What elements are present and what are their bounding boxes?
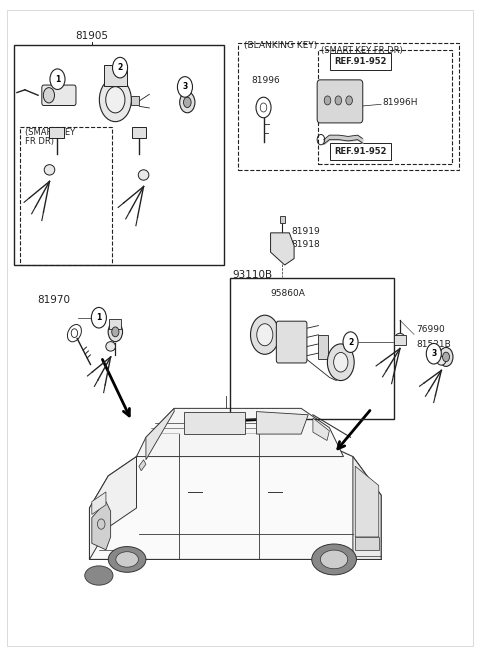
- Bar: [132, 96, 139, 105]
- Text: 81996H: 81996H: [383, 98, 418, 108]
- Circle shape: [439, 348, 453, 367]
- Bar: [229, 278, 394, 419]
- Circle shape: [91, 308, 107, 328]
- Polygon shape: [92, 492, 106, 514]
- Circle shape: [260, 103, 267, 112]
- Polygon shape: [183, 411, 245, 434]
- Text: 2: 2: [118, 63, 123, 72]
- Bar: [318, 50, 452, 164]
- Text: 81919: 81919: [292, 227, 321, 236]
- Bar: [14, 45, 224, 265]
- Polygon shape: [92, 502, 110, 550]
- Text: 3: 3: [182, 83, 188, 91]
- Text: (SMART KEY: (SMART KEY: [24, 128, 75, 137]
- Circle shape: [97, 519, 105, 529]
- Text: 93810N: 93810N: [243, 408, 279, 417]
- Text: (SMART KEY FR DR): (SMART KEY FR DR): [321, 47, 403, 55]
- Ellipse shape: [437, 356, 446, 365]
- Circle shape: [335, 96, 342, 105]
- Circle shape: [426, 344, 441, 364]
- Bar: [238, 43, 459, 171]
- Polygon shape: [355, 466, 379, 537]
- Circle shape: [183, 97, 191, 108]
- Circle shape: [50, 69, 65, 89]
- Circle shape: [112, 327, 119, 337]
- Text: 81996: 81996: [252, 76, 280, 85]
- Bar: [132, 127, 146, 138]
- Circle shape: [334, 352, 348, 372]
- Ellipse shape: [321, 550, 348, 569]
- Ellipse shape: [44, 165, 55, 175]
- Bar: [20, 127, 112, 265]
- Text: 1: 1: [96, 313, 101, 322]
- Circle shape: [106, 87, 125, 113]
- Text: REF.91-952: REF.91-952: [334, 56, 386, 66]
- Text: 81521B: 81521B: [416, 340, 451, 349]
- Circle shape: [180, 92, 195, 113]
- Circle shape: [324, 96, 331, 105]
- Circle shape: [71, 329, 78, 338]
- Polygon shape: [313, 418, 329, 441]
- FancyBboxPatch shape: [42, 85, 76, 106]
- Circle shape: [251, 315, 279, 354]
- Circle shape: [343, 332, 358, 352]
- Ellipse shape: [85, 566, 113, 585]
- Text: 3: 3: [431, 349, 436, 358]
- Polygon shape: [256, 411, 308, 434]
- Circle shape: [108, 322, 122, 342]
- Bar: [279, 216, 285, 222]
- FancyBboxPatch shape: [276, 321, 307, 363]
- Text: 81970: 81970: [37, 295, 70, 306]
- Circle shape: [43, 88, 55, 103]
- Polygon shape: [136, 408, 344, 457]
- Polygon shape: [146, 408, 174, 460]
- Ellipse shape: [395, 333, 405, 343]
- Circle shape: [112, 57, 128, 78]
- Bar: [109, 319, 121, 329]
- Ellipse shape: [106, 342, 116, 351]
- Ellipse shape: [108, 546, 146, 572]
- Polygon shape: [271, 233, 294, 265]
- Ellipse shape: [312, 544, 357, 575]
- Circle shape: [346, 96, 352, 105]
- Polygon shape: [89, 457, 136, 560]
- Text: 81905: 81905: [75, 31, 108, 41]
- Text: FR DR): FR DR): [24, 137, 54, 146]
- Text: (BLANKING KEY): (BLANKING KEY): [244, 41, 317, 50]
- Text: 2: 2: [348, 338, 353, 346]
- Text: 81918: 81918: [292, 240, 321, 249]
- Bar: [318, 335, 328, 359]
- Bar: [104, 66, 127, 86]
- Text: 95860A: 95860A: [271, 289, 305, 298]
- Polygon shape: [89, 438, 381, 560]
- Circle shape: [99, 78, 132, 121]
- Ellipse shape: [116, 552, 138, 567]
- Ellipse shape: [138, 170, 149, 180]
- Bar: [394, 335, 406, 345]
- Text: 1: 1: [55, 75, 60, 84]
- Text: 93110B: 93110B: [232, 270, 272, 280]
- Circle shape: [443, 352, 449, 361]
- Polygon shape: [139, 460, 146, 471]
- Polygon shape: [355, 537, 379, 550]
- Circle shape: [257, 324, 273, 346]
- Text: 76990: 76990: [416, 325, 445, 335]
- Text: REF.91-952: REF.91-952: [334, 147, 386, 155]
- Bar: [49, 127, 63, 138]
- Circle shape: [327, 344, 354, 380]
- Polygon shape: [353, 457, 381, 560]
- Circle shape: [178, 77, 192, 97]
- FancyBboxPatch shape: [317, 80, 363, 123]
